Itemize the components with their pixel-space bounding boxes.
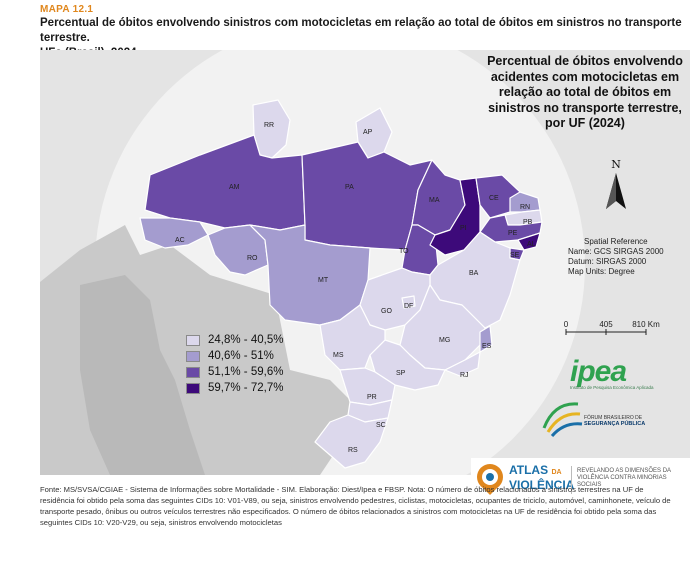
uf-label-ms: MS <box>333 352 344 359</box>
legend-swatch <box>186 366 200 378</box>
uf-label-se: SE <box>510 252 520 259</box>
uf-label-rr: RR <box>264 122 274 129</box>
map-kicker: MAPA 12.1 <box>40 4 94 15</box>
atlas-tagline: REVELANDO AS DIMENSÕES DA VIOLÊNCIA CONT… <box>577 468 671 488</box>
caption-line-1: Percentual de óbitos envolvendo sinistro… <box>40 17 682 44</box>
fbsp-line-2: SEGURANÇA PÚBLICA <box>584 421 646 427</box>
atlas-pin-icon <box>477 464 503 495</box>
map-panel: RR AP AM PA AC RO MT MA TO PI CE RN PB P… <box>40 50 690 475</box>
uf-label-am: AM <box>229 184 240 191</box>
fbsp-emblem-icon <box>542 402 583 438</box>
source-note: Fonte: MS/SVSA/CGIAE - Sistema de Inform… <box>40 485 671 527</box>
uf-label-ma: MA <box>429 197 440 204</box>
uf-label-rs: RS <box>348 447 358 454</box>
uf-label-pr: PR <box>367 394 377 401</box>
uf-label-es: ES <box>482 343 492 350</box>
uf-label-mt: MT <box>318 277 329 284</box>
north-arrow: N <box>604 158 628 216</box>
uf-label-al: AL <box>527 241 536 248</box>
legend-swatch <box>186 382 200 394</box>
spatial-reference-heading: Spatial Reference <box>584 237 648 246</box>
uf-label-ap: AP <box>363 129 373 136</box>
atlas-wordmark: ATLAS DA VIOLÊNCIA <box>509 464 574 492</box>
ipea-subtitle: Instituto de Pesquisa Econômica Aplicada <box>570 385 654 390</box>
spatial-reference: Spatial Reference Name: GCS SIRGAS 2000 … <box>568 237 664 277</box>
uf-label-ac: AC <box>175 237 185 244</box>
spatial-reference-name: Name: GCS SIRGAS 2000 <box>568 247 664 256</box>
uf-label-ro: RO <box>247 255 258 262</box>
uf-label-ce: CE <box>489 195 499 202</box>
uf-label-pe: PE <box>508 230 518 237</box>
state-rs <box>314 414 389 469</box>
scale-label-405: 405 <box>599 320 613 329</box>
legend-item: 24,8% - 40,5% <box>186 332 283 348</box>
legend-swatch <box>186 334 200 346</box>
uf-label-ba: BA <box>469 270 479 277</box>
scale-label-0: 0 <box>564 320 569 329</box>
atlas-divider <box>571 466 572 494</box>
uf-label-to: TO <box>399 248 409 255</box>
state-ac <box>139 217 209 249</box>
spatial-reference-datum: Datum: SIRGAS 2000 <box>568 257 647 266</box>
pacific-coast <box>80 275 205 475</box>
uf-label-sp: SP <box>396 370 406 377</box>
uf-label-df: DF <box>404 303 413 310</box>
ipea-logo: ipea Instituto de Pesquisa Econômica Apl… <box>570 355 660 390</box>
fbsp-line-1: FÓRUM BRASILEIRO DE <box>584 415 643 421</box>
atlas-violencia-logo: ATLAS DA VIOLÊNCIA REVELANDO AS DIMENSÕE… <box>471 458 696 500</box>
state-pe <box>479 214 543 243</box>
legend-item: 59,7% - 72,7% <box>186 380 283 396</box>
uf-label-rn: RN <box>520 204 530 211</box>
state-ms <box>319 304 386 371</box>
legend-item: 40,6% - 51% <box>186 348 283 364</box>
ipea-wordmark: ipea <box>570 355 627 388</box>
uf-label-sc: SC <box>376 422 386 429</box>
legend: 24,8% - 40,5% 40,6% - 51% 51,1% - 59,6% … <box>186 332 283 396</box>
legend-label: 24,8% - 40,5% <box>208 334 284 346</box>
uf-label-pb: PB <box>523 219 533 226</box>
legend-label: 51,1% - 59,6% <box>208 366 284 378</box>
uf-label-pa: PA <box>345 184 354 191</box>
legend-item: 51,1% - 59,6% <box>186 364 283 380</box>
uf-label-mg: MG <box>439 337 450 344</box>
state-rj <box>444 351 481 377</box>
map-inner-title: Percentual de óbitos envolvendo acidente… <box>487 54 683 130</box>
scale-bar-graphic: 0 405 810 Km <box>564 320 660 335</box>
north-label: N <box>611 158 621 171</box>
fbsp-text: FÓRUM BRASILEIRO DE SEGURANÇA PÚBLICA <box>584 415 664 427</box>
legend-label: 59,7% - 72,7% <box>208 382 284 394</box>
atlas-word: ATLAS <box>509 463 549 477</box>
state-df <box>401 295 416 309</box>
brazil-map: RR AP AM PA AC RO MT MA TO PI CE RN PB P… <box>40 50 585 475</box>
uf-label-pi: PI <box>460 225 467 232</box>
scale-bar: 0 405 810 Km <box>560 318 670 345</box>
uf-label-rj: RJ <box>460 372 469 379</box>
state-es <box>479 325 493 353</box>
north-arrow-icon <box>606 173 626 209</box>
atlas-da: DA <box>551 469 562 476</box>
spatial-reference-units: Map Units: Degree <box>568 267 635 276</box>
atlas-violencia: VIOLÊNCIA <box>509 478 575 492</box>
state-al <box>517 232 541 251</box>
scale-label-810: 810 Km <box>632 320 660 329</box>
legend-label: 40,6% - 51% <box>208 350 274 362</box>
fbsp-logo: FÓRUM BRASILEIRO DE SEGURANÇA PÚBLICA <box>540 398 645 443</box>
uf-label-go: GO <box>381 308 392 315</box>
legend-swatch <box>186 350 200 362</box>
